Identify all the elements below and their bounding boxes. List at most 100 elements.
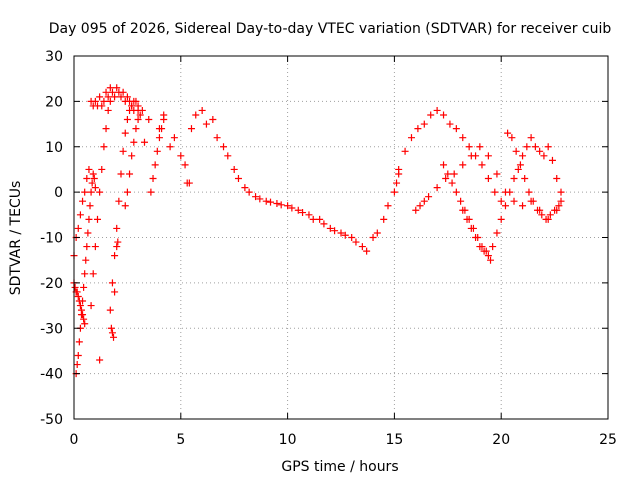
data-point [501, 202, 509, 210]
data-point [557, 188, 565, 196]
y-tick-label: -30 [40, 321, 63, 337]
data-point [138, 106, 146, 114]
data-point [380, 215, 388, 223]
data-point [320, 220, 328, 228]
data-point [440, 111, 448, 119]
data-point [85, 215, 93, 223]
data-point [96, 93, 104, 101]
data-point [525, 188, 533, 196]
data-point [516, 161, 524, 169]
data-point [331, 227, 339, 235]
data-point [510, 175, 518, 183]
data-point [91, 184, 99, 192]
data-point [459, 161, 467, 169]
data-point [81, 188, 89, 196]
data-point [512, 147, 520, 155]
data-point [309, 215, 317, 223]
data-point [106, 306, 114, 314]
y-tick-label: -20 [40, 276, 63, 292]
x-tick-label: 0 [70, 432, 79, 448]
data-point [256, 195, 264, 203]
data-point [395, 165, 403, 173]
data-point [252, 193, 260, 201]
data-point [87, 188, 95, 196]
x-tick-label: 15 [385, 432, 403, 448]
data-point [484, 252, 492, 260]
data-point [548, 156, 556, 164]
x-tick-label: 25 [599, 432, 617, 448]
data-point [98, 165, 106, 173]
data-point [536, 147, 544, 155]
data-point [149, 175, 157, 183]
data-point [136, 111, 144, 119]
data-point [534, 206, 542, 214]
data-point [348, 234, 356, 241]
data-point [89, 270, 97, 278]
data-point [75, 297, 83, 305]
data-point [493, 170, 501, 178]
data-point [519, 202, 527, 210]
data-point [467, 152, 475, 160]
data-point [414, 125, 422, 133]
series-main-trend [134, 106, 403, 251]
data-point [527, 134, 535, 142]
data-point [102, 88, 110, 96]
data-point [98, 102, 106, 110]
data-point [294, 206, 302, 214]
data-point [88, 179, 96, 187]
data-point [352, 238, 360, 246]
data-point [478, 161, 486, 169]
data-point [514, 165, 522, 173]
data-point [123, 93, 131, 101]
data-point [358, 243, 366, 251]
data-point [553, 175, 561, 183]
data-point [89, 170, 97, 178]
data-point [80, 315, 88, 323]
chart-title: Day 095 of 2026, Sidereal Day-to-day VTE… [49, 21, 612, 37]
data-point [433, 106, 441, 114]
x-tick-label: 10 [279, 432, 297, 448]
data-point [108, 88, 116, 96]
data-point [117, 93, 125, 101]
data-point [192, 111, 200, 119]
data-point [474, 234, 482, 241]
data-point [102, 125, 110, 133]
data-point [104, 93, 112, 101]
data-point [106, 97, 114, 105]
data-point [442, 175, 450, 183]
data-point [489, 243, 497, 251]
data-point [440, 161, 448, 169]
data-point [76, 211, 84, 219]
data-point [284, 202, 292, 210]
y-tick-label: 30 [45, 49, 63, 65]
data-point [80, 283, 88, 291]
data-point [506, 188, 514, 196]
data-point [444, 170, 452, 178]
data-point [126, 170, 134, 178]
data-point [363, 247, 371, 255]
data-point [128, 152, 136, 160]
data-point [213, 134, 221, 142]
data-point [465, 143, 473, 151]
data-point [158, 125, 166, 133]
data-point [476, 143, 484, 151]
data-point [523, 143, 531, 151]
data-point [121, 202, 129, 210]
data-point [82, 256, 90, 264]
data-point [79, 311, 87, 319]
data-point [85, 165, 93, 173]
data-point [81, 270, 89, 278]
data-point [482, 247, 490, 255]
data-point [412, 206, 420, 214]
data-point [461, 206, 469, 214]
data-point [185, 179, 193, 187]
data-point [107, 324, 115, 332]
data-point [130, 138, 138, 146]
data-point [497, 215, 505, 223]
data-point [390, 188, 398, 196]
data-point [384, 202, 392, 210]
data-point [145, 116, 153, 124]
data-point [305, 211, 313, 219]
data-point [544, 143, 552, 151]
data-point [220, 143, 228, 151]
